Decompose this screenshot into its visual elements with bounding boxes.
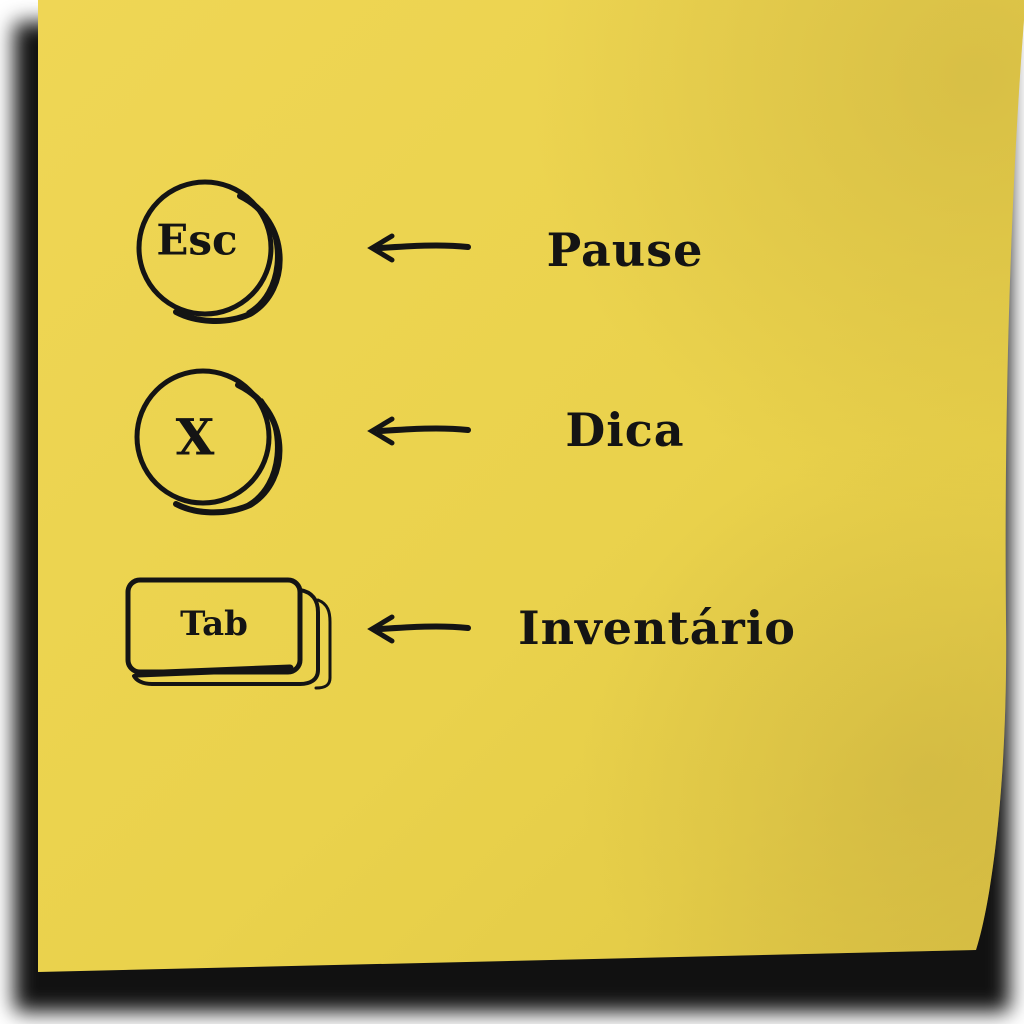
left-arrow-icon [367,233,471,263]
esc-key-icon [136,179,283,324]
x-key-icon [134,368,283,516]
tab-key-icon [125,577,332,690]
left-arrow-icon [367,416,471,446]
left-arrow-icon [367,614,471,644]
